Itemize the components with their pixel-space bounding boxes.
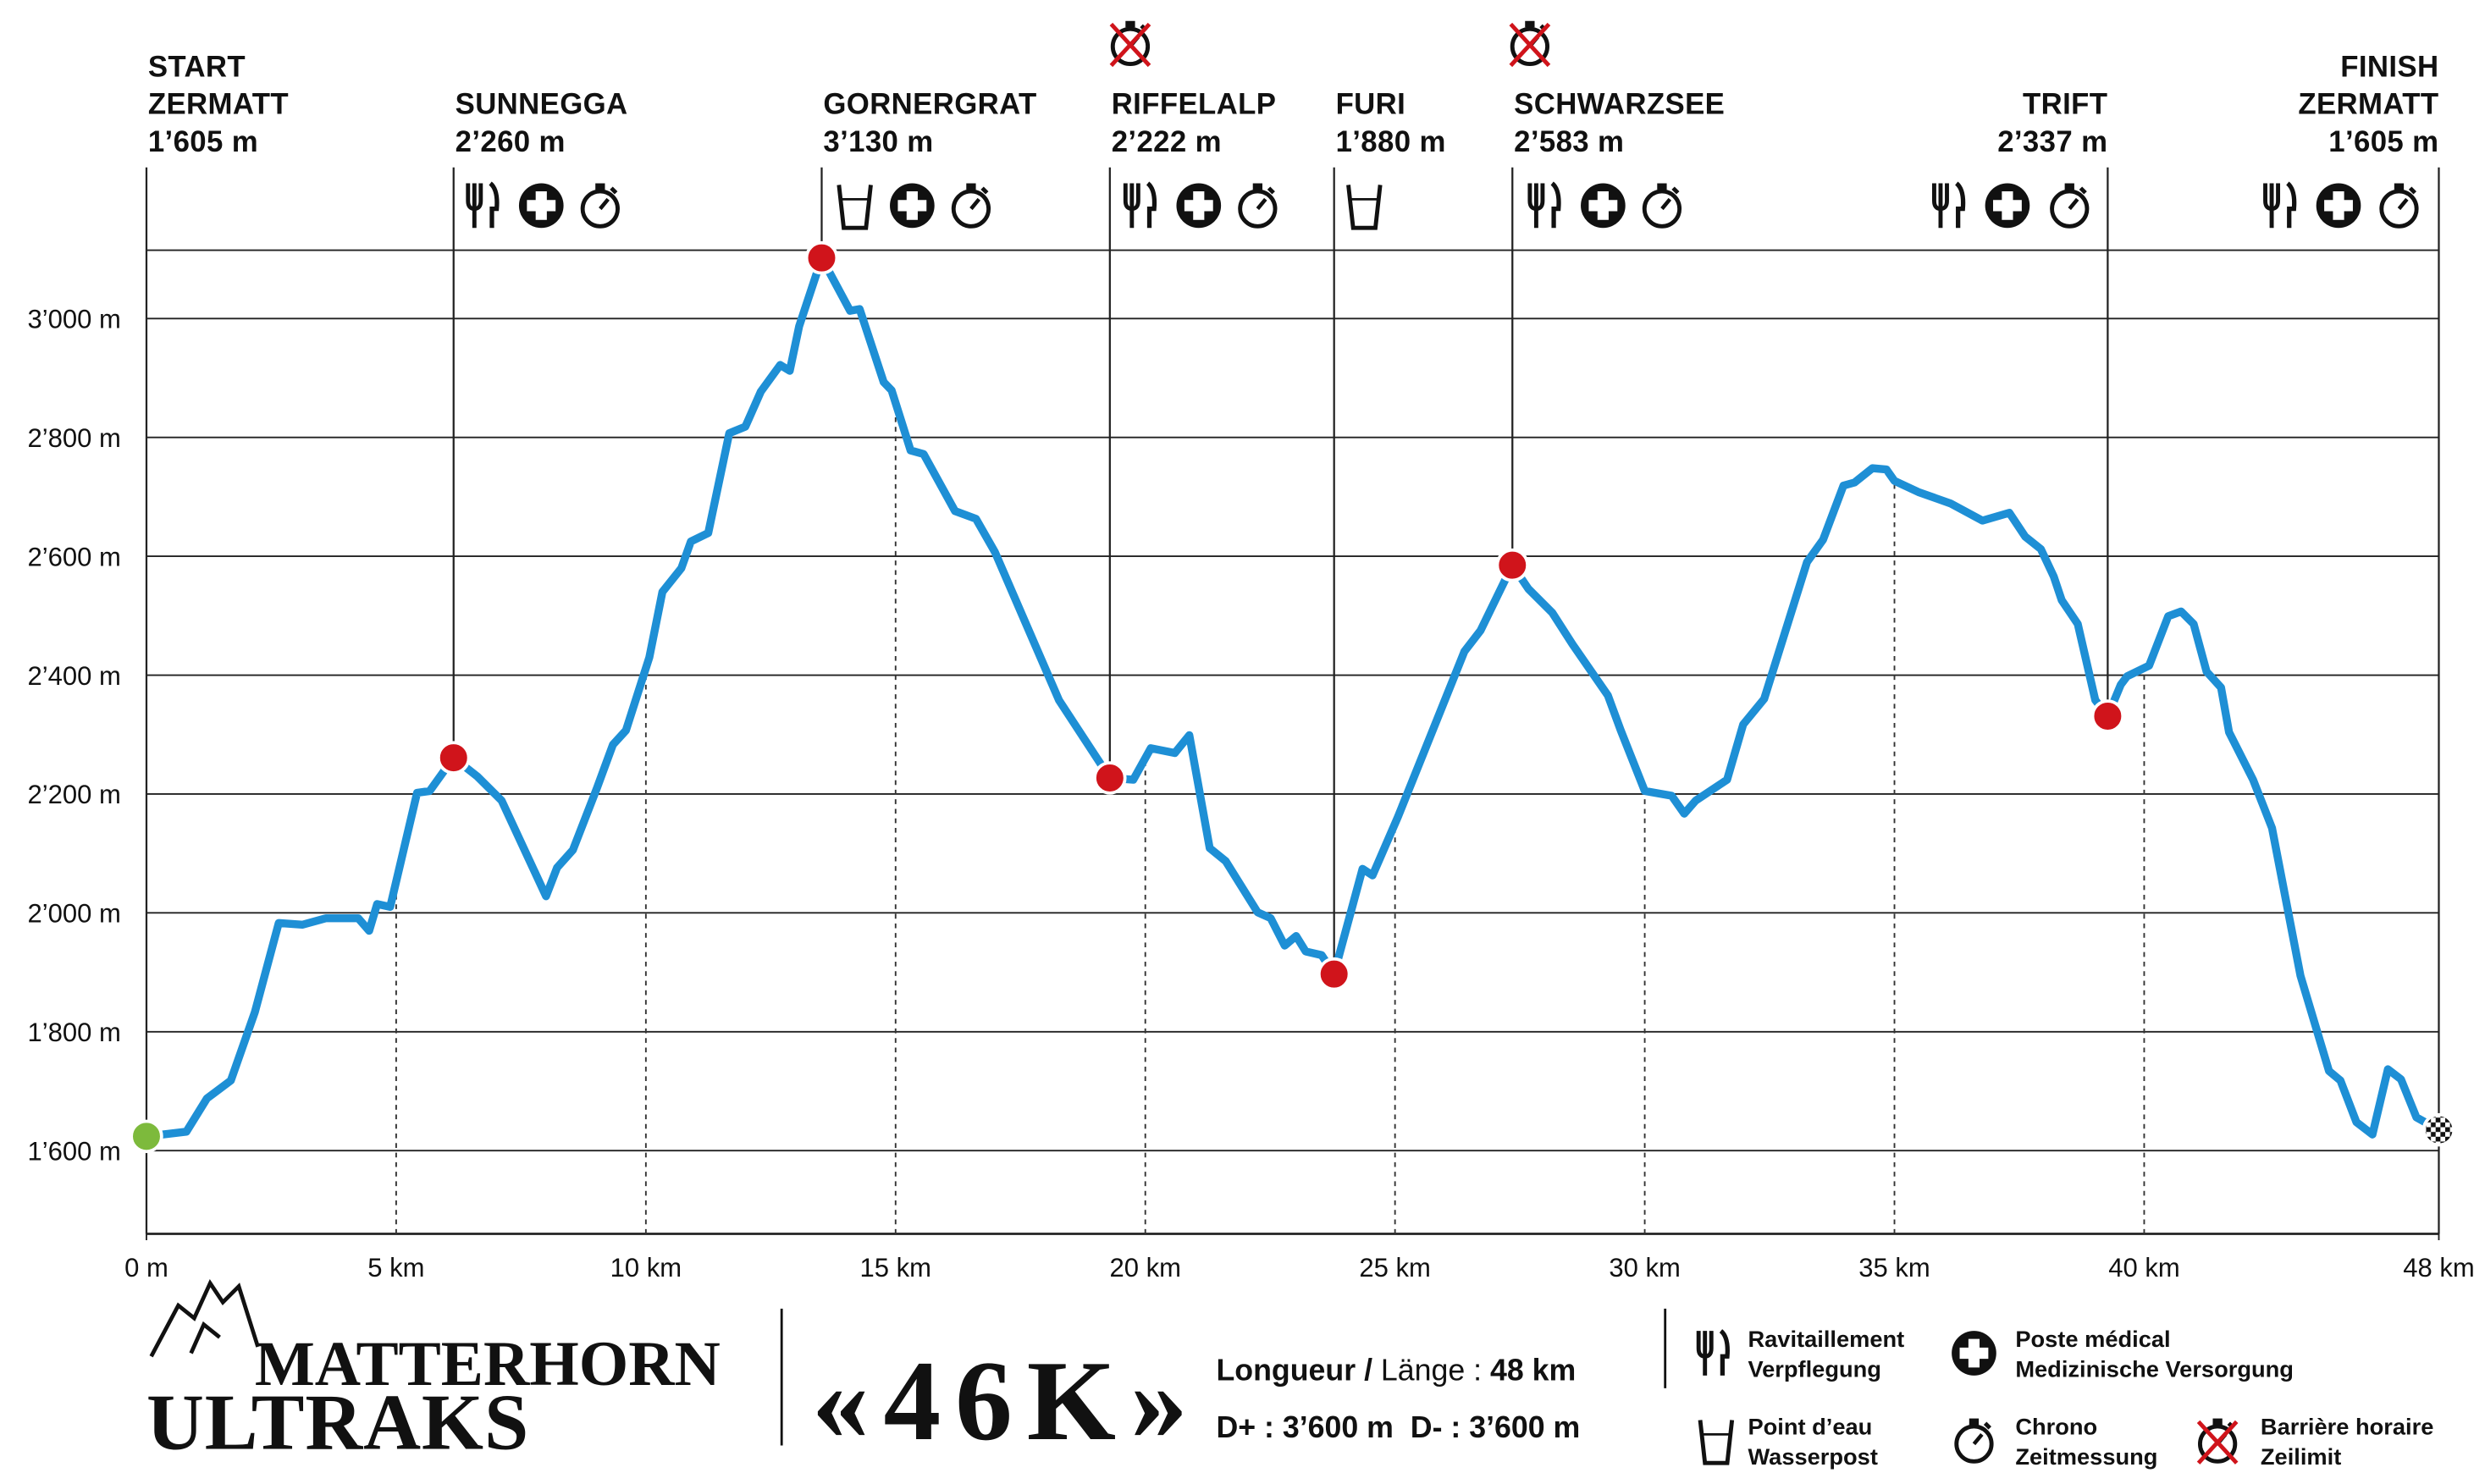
barrier-icon [1111, 21, 1149, 66]
waypoint-name: FINISH [2340, 52, 2438, 84]
waypoint-marker [2090, 699, 2125, 733]
chrono-icon [583, 184, 617, 227]
waypoint-marker [804, 240, 839, 275]
legend-text: Chrono [2015, 1413, 2097, 1439]
food-icon [1934, 184, 1963, 229]
legend-text: Verpflegung [1748, 1356, 1880, 1382]
food-icon [468, 184, 497, 229]
chrono-icon [1644, 184, 1679, 227]
waypoint-marker [1317, 957, 1351, 991]
length-de: Länge : [1372, 1353, 1490, 1387]
waypoint-name: ZERMATT [148, 89, 289, 121]
x-tick-label: 25 km [1359, 1253, 1430, 1283]
waypoint-elevation: 2’337 m [1997, 126, 2107, 158]
water-icon [839, 185, 871, 228]
logo-text: ULTRAKS [146, 1378, 528, 1466]
waypoint-name: RIFFELALP [1112, 89, 1277, 121]
waypoint-name: START [148, 52, 246, 84]
x-tick-label: 30 km [1609, 1253, 1680, 1283]
y-tick-label: 2’600 m [28, 542, 121, 571]
barrier-icon [2199, 1419, 2237, 1464]
waypoint-marker [1093, 761, 1127, 795]
y-tick-label: 1’800 m [28, 1018, 121, 1047]
legend-text: Zeitmessung [2015, 1443, 2157, 1470]
race-length: Longueur / Länge : 48 km [1216, 1353, 1576, 1387]
medical-icon [1176, 183, 1222, 229]
legend-text: Medizinische Versorgung [2015, 1356, 2294, 1382]
medical-icon [1952, 1331, 1996, 1376]
chrono-icon [2052, 184, 2087, 227]
food-icon [1698, 1331, 1727, 1376]
medical-icon [2316, 183, 2361, 229]
x-tick-label: 15 km [860, 1253, 931, 1283]
x-tick-label: 40 km [2108, 1253, 2179, 1283]
race-name: «46K» [812, 1338, 1188, 1465]
service-icons [468, 21, 2416, 228]
medical-icon [518, 183, 564, 229]
waypoint-elevation: 1’880 m [1336, 126, 1446, 158]
waypoint-elevation: 1’605 m [148, 126, 258, 158]
waypoint-marker [2421, 1112, 2456, 1147]
waypoint-name: SCHWARZSEE [1514, 89, 1725, 121]
medical-icon [1581, 183, 1626, 229]
legend-text: Zeilimit [2261, 1443, 2341, 1470]
footer: MATTERHORN ULTRAKS «46K» Longueur / Läng… [146, 1278, 2433, 1470]
length-value: 48 km [1490, 1353, 1576, 1387]
x-tick-label: 35 km [1858, 1253, 1930, 1283]
waypoint-marker [130, 1119, 163, 1154]
y-tick-label: 2’000 m [28, 899, 121, 929]
x-tick-label: 0 m [124, 1253, 168, 1283]
food-icon [2266, 184, 2294, 229]
chrono-icon [2382, 184, 2416, 227]
elevation-line [142, 254, 2444, 1141]
chrono-icon [1957, 1419, 1991, 1462]
food-icon [1530, 184, 1559, 229]
waypoint-elevation: 2’222 m [1112, 126, 1222, 158]
food-icon [1125, 184, 1154, 229]
legend-text: Barrière horaire [2261, 1413, 2433, 1439]
y-tick-label: 1’600 m [28, 1136, 121, 1166]
legend-text: Ravitaillement [1748, 1326, 1904, 1352]
legend-text: Wasserpost [1748, 1443, 1877, 1470]
logo-text: MATTERHORN [255, 1329, 721, 1399]
x-tick-label: 5 km [367, 1253, 424, 1283]
waypoint-name: FURI [1336, 89, 1406, 121]
chrono-icon [953, 184, 988, 227]
waypoint-elevation: 1’605 m [2328, 126, 2438, 158]
medical-icon [890, 183, 935, 229]
water-icon [1349, 185, 1381, 228]
chrono-icon [1240, 184, 1275, 227]
x-tick-label: 48 km [2403, 1253, 2474, 1283]
waypoint-marker [437, 741, 471, 775]
water-icon [1700, 1420, 1732, 1463]
barrier-icon [1510, 21, 1549, 66]
waypoint-name: ZERMATT [2298, 89, 2438, 121]
waypoint-elevation: 2’260 m [456, 126, 566, 158]
length-fr: Longueur / [1216, 1353, 1372, 1387]
x-tick-label: 20 km [1109, 1253, 1180, 1283]
waypoint-name: TRIFT [2023, 89, 2107, 121]
y-tick-label: 3’000 m [28, 305, 121, 334]
waypoint-name: GORNERGRAT [823, 89, 1036, 121]
medical-icon [1985, 183, 2030, 229]
y-tick-label: 2’200 m [28, 780, 121, 809]
legend-text: Point d’eau [1748, 1413, 1872, 1439]
waypoint-name: SUNNEGGA [456, 89, 628, 121]
x-tick-label: 10 km [610, 1253, 682, 1283]
y-tick-label: 2’400 m [28, 661, 121, 691]
waypoint-elevation: 2’583 m [1514, 126, 1624, 158]
y-tick-label: 2’800 m [28, 423, 121, 453]
logo-mountain [149, 1278, 260, 1358]
legend-text: Poste médical [2015, 1326, 2170, 1352]
waypoint-elevation: 3’130 m [823, 126, 933, 158]
race-elevation: D+ : 3’600 m D- : 3’600 m [1216, 1410, 1580, 1444]
waypoint-marker [1495, 548, 1530, 582]
